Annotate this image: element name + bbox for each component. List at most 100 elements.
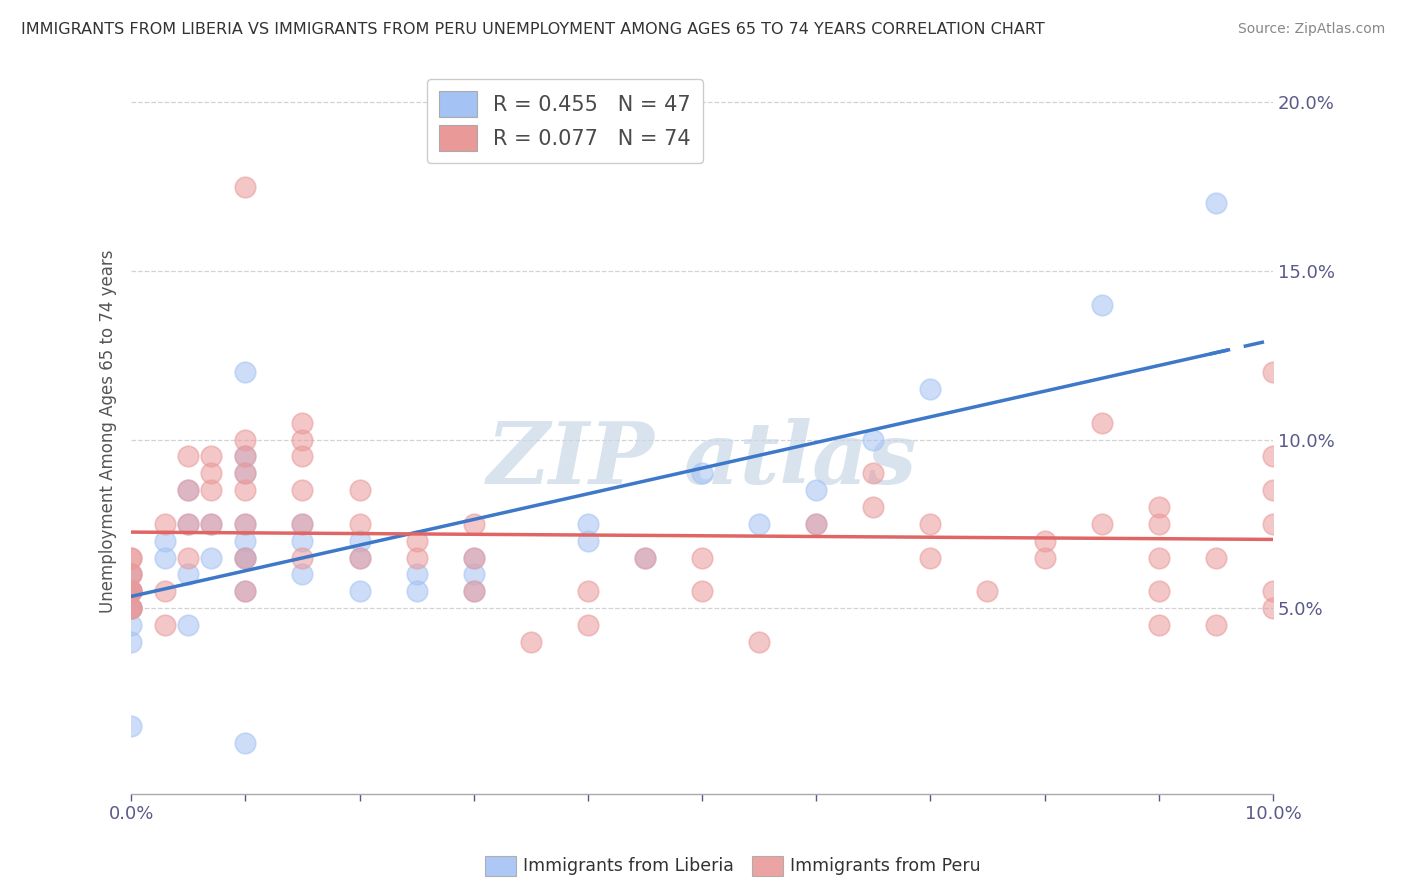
Point	[200, 483, 222, 497]
Point	[349, 483, 371, 497]
Point	[235, 467, 257, 481]
Point	[463, 550, 485, 565]
Point	[235, 365, 257, 379]
Point	[120, 601, 142, 615]
Point	[405, 567, 427, 582]
Point	[155, 584, 177, 599]
Point	[120, 601, 142, 615]
Text: Immigrants from Peru: Immigrants from Peru	[790, 857, 981, 875]
Text: Source: ZipAtlas.com: Source: ZipAtlas.com	[1237, 22, 1385, 37]
Point	[576, 584, 599, 599]
Text: ZIP atlas: ZIP atlas	[486, 418, 917, 502]
Point	[235, 550, 257, 565]
Point	[235, 584, 257, 599]
Point	[235, 179, 257, 194]
Point	[155, 618, 177, 632]
Point	[349, 550, 371, 565]
Point	[120, 584, 142, 599]
Point	[690, 550, 713, 565]
Point	[1261, 365, 1284, 379]
Point	[576, 516, 599, 531]
Point	[177, 550, 200, 565]
Point	[1147, 500, 1170, 514]
Point	[177, 483, 200, 497]
Point	[235, 450, 257, 464]
Point	[235, 433, 257, 447]
Point	[200, 467, 222, 481]
Point	[177, 483, 200, 497]
Point	[1091, 516, 1114, 531]
Point	[1147, 550, 1170, 565]
Point	[235, 550, 257, 565]
Point	[1261, 601, 1284, 615]
Point	[291, 567, 314, 582]
Point	[120, 567, 142, 582]
Point	[576, 618, 599, 632]
Point	[120, 584, 142, 599]
Point	[1205, 196, 1227, 211]
Point	[235, 533, 257, 548]
Point	[235, 450, 257, 464]
Point	[748, 516, 770, 531]
Point	[155, 516, 177, 531]
Point	[200, 550, 222, 565]
Point	[576, 533, 599, 548]
Point	[120, 567, 142, 582]
Point	[405, 550, 427, 565]
Point	[748, 635, 770, 649]
Point	[1147, 618, 1170, 632]
Point	[120, 584, 142, 599]
Point	[120, 719, 142, 733]
Point	[120, 635, 142, 649]
Point	[862, 500, 884, 514]
Point	[120, 601, 142, 615]
Point	[177, 618, 200, 632]
Point	[177, 516, 200, 531]
Point	[1205, 618, 1227, 632]
Point	[120, 584, 142, 599]
Point	[349, 550, 371, 565]
Point	[120, 584, 142, 599]
Point	[291, 483, 314, 497]
Point	[235, 736, 257, 750]
Point	[200, 450, 222, 464]
Point	[862, 433, 884, 447]
Point	[463, 584, 485, 599]
Point	[235, 483, 257, 497]
Point	[1033, 533, 1056, 548]
Text: Immigrants from Liberia: Immigrants from Liberia	[523, 857, 734, 875]
Point	[634, 550, 657, 565]
Text: IMMIGRANTS FROM LIBERIA VS IMMIGRANTS FROM PERU UNEMPLOYMENT AMONG AGES 65 TO 74: IMMIGRANTS FROM LIBERIA VS IMMIGRANTS FR…	[21, 22, 1045, 37]
Point	[1033, 550, 1056, 565]
Point	[1261, 483, 1284, 497]
Point	[920, 382, 942, 396]
Point	[920, 550, 942, 565]
Point	[806, 516, 828, 531]
Point	[520, 635, 543, 649]
Point	[806, 516, 828, 531]
Point	[177, 567, 200, 582]
Point	[349, 584, 371, 599]
Point	[1261, 584, 1284, 599]
Point	[235, 550, 257, 565]
Point	[120, 567, 142, 582]
Point	[1261, 516, 1284, 531]
Point	[120, 550, 142, 565]
Point	[920, 516, 942, 531]
Point	[200, 516, 222, 531]
Point	[291, 550, 314, 565]
Point	[349, 516, 371, 531]
Point	[405, 584, 427, 599]
Point	[120, 550, 142, 565]
Point	[463, 550, 485, 565]
Point	[120, 601, 142, 615]
Point	[235, 516, 257, 531]
Point	[1091, 297, 1114, 311]
Point	[177, 450, 200, 464]
Point	[120, 601, 142, 615]
Point	[291, 450, 314, 464]
Point	[463, 516, 485, 531]
Point	[463, 567, 485, 582]
Point	[806, 483, 828, 497]
Point	[690, 467, 713, 481]
